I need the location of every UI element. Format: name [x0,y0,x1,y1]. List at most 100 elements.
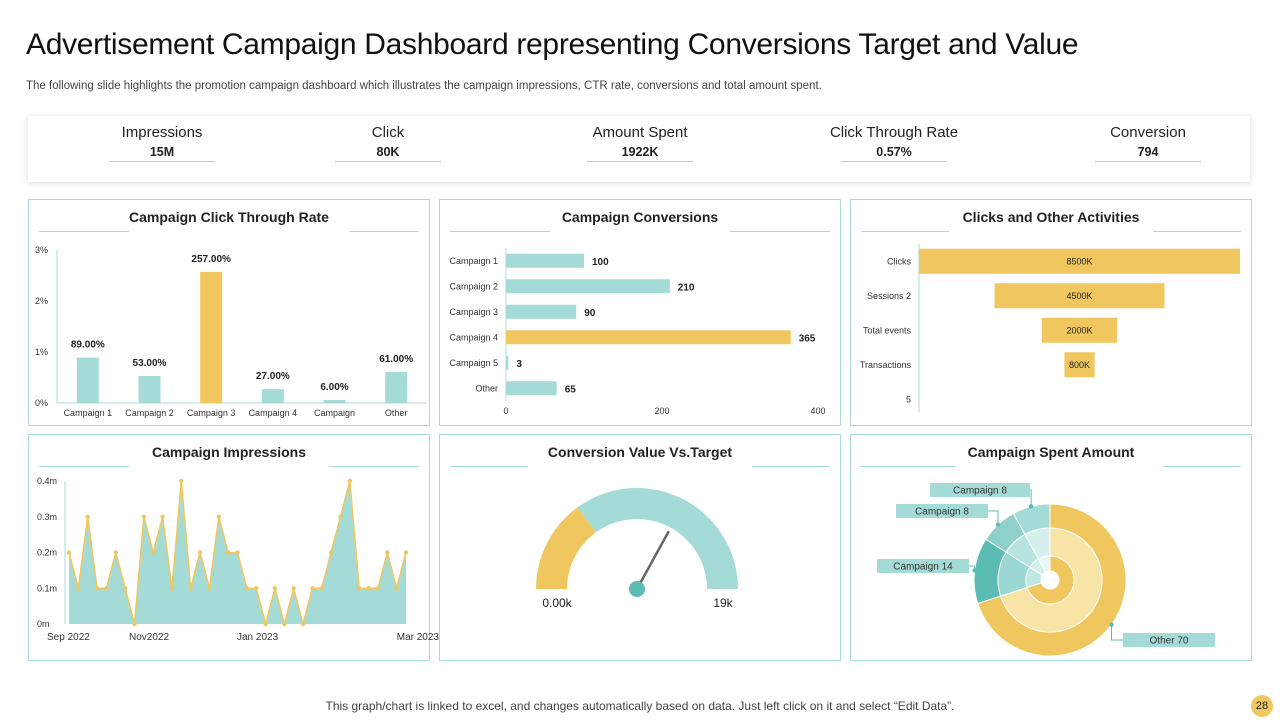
bar [200,271,223,403]
bar [261,389,284,403]
category-label: Campaign 5 [449,358,498,368]
category-label: Campaign 1 [449,256,498,266]
gauge-min-label: 0.00k [542,596,572,610]
callout-box [877,559,969,573]
panel-ctr: Campaign Click Through Rate 0% 1% 2% 3% 89.0… [28,199,430,426]
bar [506,381,557,396]
ctr-bar-chart: 0% 1% 2% 3% 89.00% Campaign 1 53.00% Campaign 2… [35,245,427,418]
bar [385,371,408,403]
y-tick-label: 0.4m [37,476,57,486]
callout-dot [972,568,977,573]
data-point [132,621,137,627]
category-label: Clicks [887,256,911,266]
data-point [254,586,259,591]
bar [506,355,509,370]
x-tick-label: Campaign 3 [187,408,236,418]
x-tick-label: Mar 2023 [397,632,440,643]
bar [506,279,670,294]
page-number: 28 [1251,695,1273,717]
callout-leader [988,510,999,525]
kpi-conversion: Conversion 794 [1058,124,1238,162]
data-point [244,586,250,591]
y-tick-label: 0.3m [37,512,57,522]
data-point [94,586,100,591]
category-label: Transactions [860,360,912,370]
bar [138,375,161,403]
category-label: Other [475,383,498,393]
title-rule [349,231,419,232]
data-point [328,550,334,555]
data-label: 89.00% [71,340,105,351]
conversions-bar-chart: Campaign 1 100 Campaign 2 210 Campaign 3 90 Ca… [449,248,826,416]
chart-title: Campaign Spent Amount [967,444,1135,460]
x-tick-label: Sep 2022 [47,632,90,643]
kpi-bar: Impressions 15M Click 80K Amount Spent 1… [28,116,1250,182]
funnel-bar [994,283,1165,309]
y-tick-label: 0% [35,398,48,408]
category-label: Campaign 4 [449,332,498,342]
data-label: 65 [565,384,577,395]
x-tick-label: Other [385,408,408,418]
x-tick-label: 200 [654,406,669,416]
data-point [151,550,156,555]
kpi-ctr: Click Through Rate 0.57% [804,124,984,162]
data-point [104,586,109,591]
data-point [141,514,147,519]
data-point [291,586,296,591]
inner-slice [1037,555,1051,573]
x-tick-label: 0 [503,406,508,416]
funnel-bar [1064,352,1095,378]
data-point [319,586,324,591]
data-label: 210 [678,282,695,293]
data-point [282,621,287,627]
impressions-area-chart: 0m 0.1m 0.2m 0.3m 0.4m Sep 2022 Nov2022 Jan 202… [37,476,439,643]
title-rule [329,466,419,467]
slice-label: Campaign 8 [953,486,1007,497]
data-point [272,586,278,591]
data-point [300,621,306,627]
category-label: Campaign 2 [449,281,498,291]
gauge-remaining-arc [577,488,738,589]
data-point [263,621,268,627]
y-tick-label: 0.1m [37,583,57,593]
data-label: 4500K [1066,291,1092,301]
y-tick-label: 3% [35,245,48,255]
chart-title: Campaign Impressions [151,444,307,460]
x-tick-label: Campaign 2 [125,408,174,418]
data-label: 61.00% [379,354,413,365]
y-tick-label: 0m [37,619,50,629]
data-point [347,478,353,484]
title-rule [1153,231,1241,232]
data-point [66,550,72,555]
panel-activities: Clicks and Other Activities Clicks 8500K S… [850,199,1252,426]
title-rule [861,466,956,467]
x-tick-label: Campaign 4 [249,408,298,418]
callout-box [896,504,988,518]
funnel-bar [1041,317,1118,343]
callout-leader [1030,489,1032,507]
spent-sunburst-chart: Campaign 8 Campaign 8 Campaign 14 Other 70 [877,483,1215,657]
data-point [366,586,371,591]
kpi-value: 15M [109,145,215,162]
kpi-value: 1922K [587,145,693,162]
data-label: 365 [799,333,816,344]
slice-label: Campaign 8 [915,507,969,518]
slice-label: Campaign 14 [893,562,953,573]
conversion-gauge: 0.00k 19k [536,488,738,610]
panel-impressions: Campaign Impressions 0m 0.1m 0.2m 0.3m 0.4m S… [28,434,439,661]
panel-conversions: Campaign Conversions Campaign 1 100 Campai… [439,199,841,426]
kpi-label: Click Through Rate [829,124,959,141]
kpi-value: 0.57% [841,145,947,162]
callout-box [930,483,1030,497]
chart-title: Clicks and Other Activities [962,209,1140,225]
data-point [216,514,221,519]
data-point [188,586,193,591]
data-label: 2000K [1066,325,1092,335]
data-label: 6.00% [320,382,348,393]
title-rule [730,231,830,232]
data-point [169,586,175,591]
data-label: 90 [584,308,596,319]
kpi-value: 80K [335,145,441,162]
data-point [403,550,409,555]
title-rule [752,466,830,467]
